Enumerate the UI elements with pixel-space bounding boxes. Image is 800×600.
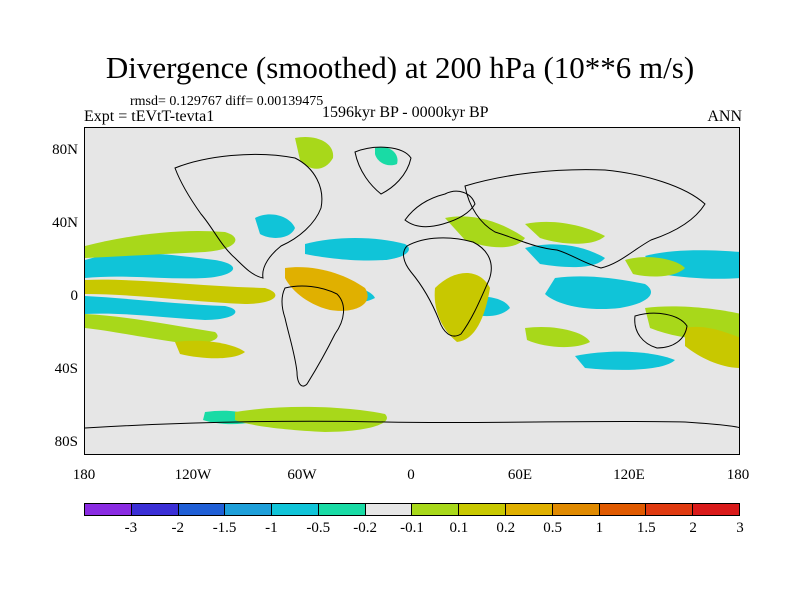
contour-region <box>375 147 398 166</box>
lat-label-equator: 0 <box>70 288 79 304</box>
colorbar-swatch <box>272 504 319 515</box>
lon-label-60w: 60W <box>287 467 317 483</box>
colorbar-tick-label: 0.1 <box>449 520 469 536</box>
colorbar-swatch <box>552 504 600 515</box>
contour-region <box>305 238 409 261</box>
contour-region <box>235 406 387 432</box>
lon-label-180w: 180 <box>72 467 96 483</box>
period-label: 1596kyr BP - 0000kyr BP <box>322 104 489 121</box>
colorbar-swatch <box>318 504 366 515</box>
colorbar-swatch <box>178 504 226 515</box>
contour-region <box>175 340 245 359</box>
colorbar-swatch <box>131 504 179 515</box>
world-map <box>85 128 739 454</box>
contour-region <box>445 216 525 248</box>
colorbar-tick-label: -1.5 <box>212 520 237 536</box>
colorbar-tick-label: -2 <box>171 520 184 536</box>
plot-title: Divergence (smoothed) at 200 hPa (10**6 … <box>105 50 695 85</box>
colorbar-swatch <box>412 504 460 515</box>
colorbar-swatch <box>225 504 273 515</box>
experiment-label: Expt = tEVtT-tevta1 <box>84 108 215 125</box>
lon-label-60e: 60E <box>507 467 533 483</box>
colorbar-swatch <box>365 504 413 515</box>
contour-region <box>545 276 651 310</box>
contour-region <box>575 351 675 370</box>
contour-region <box>85 279 276 304</box>
contour-region <box>525 326 590 348</box>
contour-region <box>525 244 605 268</box>
colorbar-swatch <box>459 504 507 515</box>
colorbar-tick-label: 0.2 <box>496 520 516 536</box>
colorbar-tick-label: -0.1 <box>400 520 424 536</box>
continent-europe <box>404 190 476 228</box>
colorbar-swatch <box>693 504 739 515</box>
coastlines <box>85 146 739 429</box>
colorbar-tick-label: -0.2 <box>353 520 378 536</box>
contour-region <box>255 214 295 238</box>
continent-south-america <box>281 285 344 387</box>
lon-label-0: 0 <box>407 467 415 483</box>
colorbar-swatch <box>646 504 694 515</box>
colorbar-tick-label: 0.5 <box>543 520 562 536</box>
lon-label-180e: 180 <box>726 467 750 483</box>
lat-label-40s: 40S <box>54 361 78 377</box>
lat-label-40n: 40N <box>52 215 78 231</box>
contour-region <box>85 253 234 279</box>
colorbar-tick-label: 1.5 <box>636 520 656 536</box>
contour-region <box>285 267 368 311</box>
colorbar-swatch <box>85 504 132 515</box>
colorbar-tick-label: 3 <box>736 520 744 536</box>
lon-label-120e: 120E <box>613 467 645 483</box>
map-panel <box>84 127 740 455</box>
stats-text: rmsd= 0.129767 diff= 0.00139475 <box>130 94 324 109</box>
colorbar <box>84 503 740 516</box>
contour-region <box>295 136 334 169</box>
continent-antarctica <box>85 420 739 429</box>
divergence-fill <box>85 136 739 432</box>
continent-asia <box>464 169 706 269</box>
colorbar-tick-label: 2 <box>689 520 697 536</box>
contour-region <box>85 314 218 344</box>
continent-africa <box>403 237 492 337</box>
contour-region <box>85 230 236 258</box>
colorbar-swatch <box>506 504 553 515</box>
colorbar-swatch <box>599 504 647 515</box>
contour-region <box>525 221 605 244</box>
colorbar-tick-label: -0.5 <box>306 520 331 536</box>
season-label: ANN <box>707 108 742 125</box>
lat-label-80n: 80N <box>52 142 78 158</box>
lat-label-80s: 80S <box>54 434 78 450</box>
contour-region <box>434 273 490 342</box>
contour-region <box>685 327 739 368</box>
contour-region <box>85 296 236 320</box>
colorbar-tick-label: -1 <box>265 520 278 536</box>
continent-australia <box>634 312 688 349</box>
continent-greenland <box>354 146 412 195</box>
colorbar-tick-label: 1 <box>595 520 604 536</box>
contour-region <box>625 257 685 277</box>
colorbar-tick-label: -3 <box>124 520 138 536</box>
lon-label-120w: 120W <box>174 467 212 483</box>
continent-north-america <box>174 153 323 279</box>
